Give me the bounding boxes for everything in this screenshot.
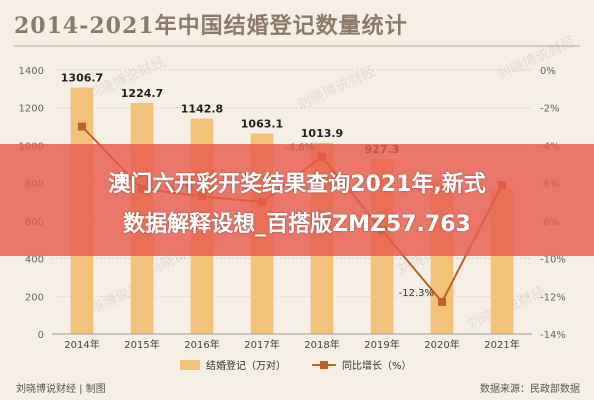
x-tick-label: 2016年 [184, 338, 219, 351]
growth-point [438, 297, 446, 306]
growth-value-label: -12.3% [399, 288, 434, 299]
x-tick-label: 2014年 [64, 338, 99, 351]
legend-bar-swatch [180, 360, 200, 370]
footer-credit: 刘晓博说财经 | 制图 [16, 384, 106, 395]
banner-line-1: 澳门六开彩开奖结果查询2021年,新式 [108, 172, 486, 197]
bar-value-label: 1306.7 [61, 72, 103, 85]
bar-value-label: 1142.8 [181, 103, 223, 116]
y-left-tick-label: 0 [38, 330, 44, 341]
footer-source: 数据来源：民政部数据 [480, 384, 580, 395]
x-tick-label: 2017年 [244, 338, 279, 351]
y-left-tick-label: 1400 [19, 66, 44, 77]
legend-bar-label: 结婚登记（万对） [206, 359, 286, 372]
watermark: 刘晓博说财经 [495, 33, 578, 84]
y-left-tick-label: 1200 [19, 104, 44, 115]
banner-line-2: 数据解释设想_百搭版ZMZ57.763 [123, 212, 471, 237]
x-tick-label: 2021年 [484, 338, 519, 351]
bar-value-label: 1224.7 [121, 87, 163, 100]
growth-point [78, 122, 86, 131]
x-tick-label: 2020年 [424, 338, 459, 351]
overlay-banner[interactable]: 澳门六开彩开奖结果查询2021年,新式 数据解释设想_百搭版ZMZ57.763 [0, 144, 594, 256]
x-tick-label: 2015年 [124, 338, 159, 351]
y-right-tick-label: -12% [540, 292, 566, 303]
legend-line-label: 同比增长（%） [342, 359, 412, 372]
y-left-tick-label: 400 [25, 255, 44, 266]
y-right-tick-label: -10% [540, 255, 566, 266]
bar-value-label: 1063.1 [241, 118, 283, 131]
y-left-tick-label: 200 [25, 292, 44, 303]
chart-title: 2014-2021年中国结婚登记数量统计 [14, 13, 408, 39]
x-tick-label: 2019年 [364, 338, 399, 351]
x-tick-label: 2018年 [304, 338, 339, 351]
bar-value-label: 1013.9 [301, 127, 343, 140]
y-right-tick-label: 0% [540, 66, 556, 77]
y-right-tick-label: -14% [540, 330, 566, 341]
legend-line-marker [320, 361, 328, 369]
y-right-tick-label: -2% [540, 104, 559, 115]
